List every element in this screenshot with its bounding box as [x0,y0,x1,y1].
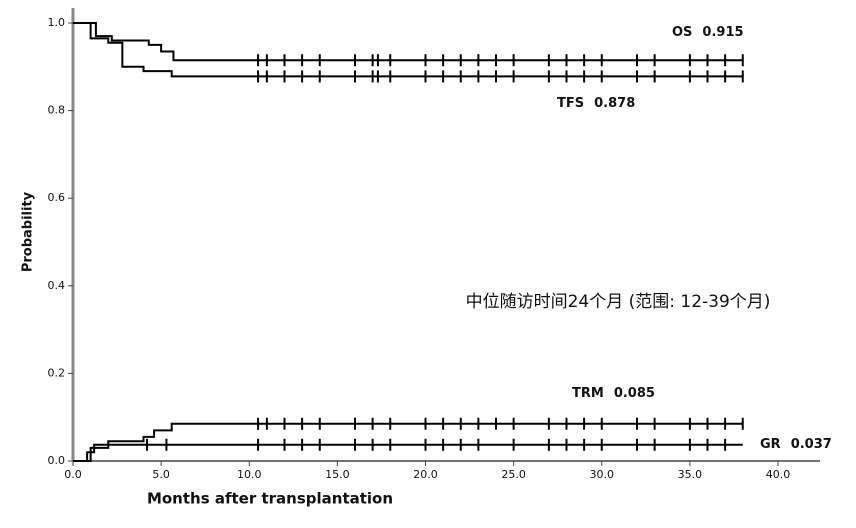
x-tick-label: 35.0 [678,468,703,481]
x-tick-label: 20.0 [413,468,438,481]
y-tick-label: 0.0 [48,454,66,467]
x-tick-label: 40.0 [766,468,791,481]
y-tick-label: 1.0 [48,16,66,29]
y-tick-label: 0.6 [48,191,66,204]
survival-line [73,422,743,462]
x-tick-label: 25.0 [501,468,526,481]
survival-line [73,22,743,78]
y-tick-label: 0.2 [48,366,66,379]
x-tick-label: 5.0 [152,468,170,481]
series-name: TRM [572,386,604,401]
series-label: TRM 0.085 [572,386,655,401]
x-axis-label: Months after transplantation [147,490,393,508]
final-value: 0.085 [614,386,655,401]
y-tick-label: 0.4 [48,279,66,292]
series-name: OS [672,25,692,40]
series-name: GR [760,437,781,452]
series-label: GR 0.037 [760,437,832,452]
annotation: 中位随访时间24个月 (范围: 12-39个月) [466,292,771,312]
y-tick-label: 0.8 [48,104,66,117]
y-axis-label: Probability [21,191,36,272]
x-tick-label: 0.0 [64,468,82,481]
x-tick-label: 10.0 [237,468,262,481]
survival-line [73,22,743,62]
x-tick-label: 30.0 [590,468,615,481]
final-value: 0.878 [594,96,635,111]
series-label: OS 0.915 [672,25,744,40]
final-value: 0.037 [791,437,832,452]
final-value: 0.915 [702,25,743,40]
x-tick-label: 15.0 [325,468,350,481]
survival-line [73,443,743,462]
series-label: TFS 0.878 [557,96,635,111]
series-name: TFS [557,96,584,111]
